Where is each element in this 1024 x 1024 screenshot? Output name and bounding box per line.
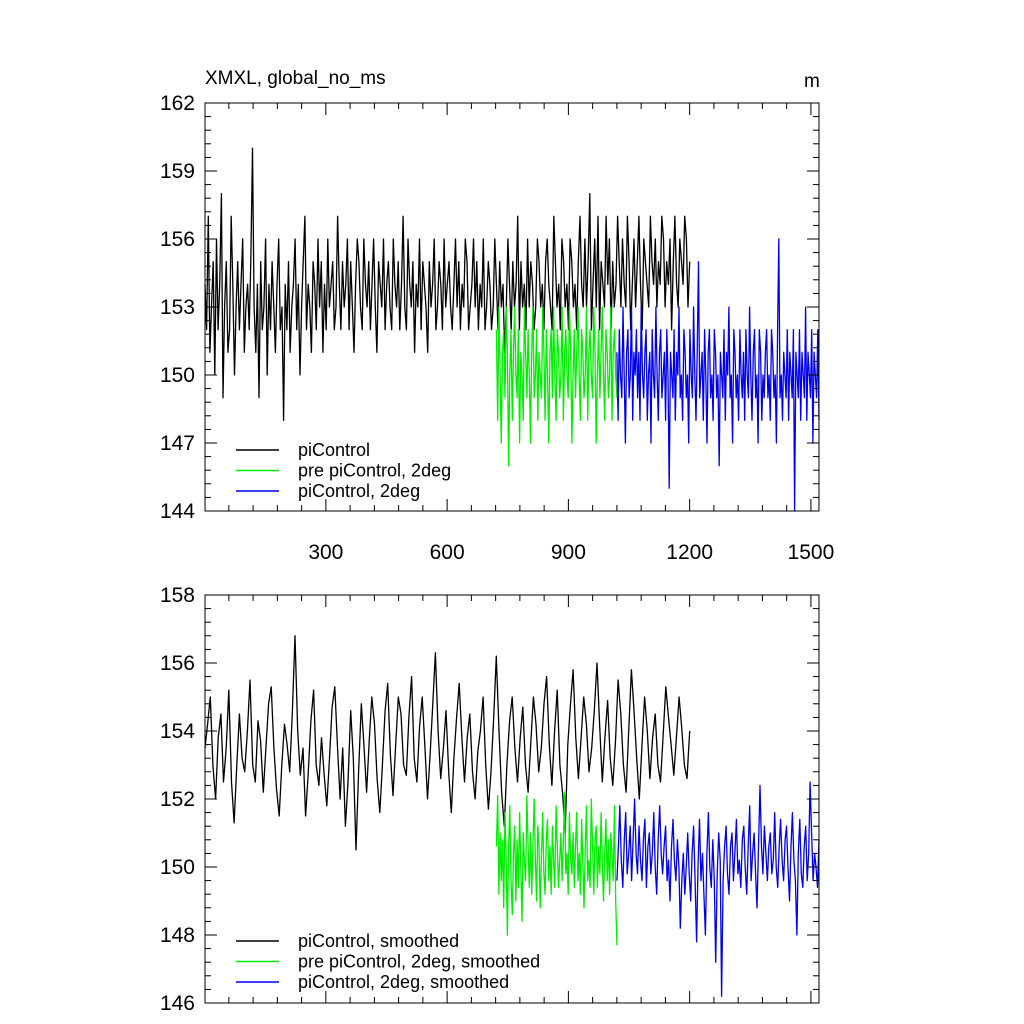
series-line-1 [204,147,691,421]
y-tick-label: 152 [160,788,195,811]
y-tick-label: 156 [160,652,195,675]
x-tick-label: 900 [551,541,586,564]
units-label: m [804,71,820,92]
y-tick-label: 159 [160,160,195,183]
y-tick-label: 158 [160,584,195,607]
x-tick-label: 300 [308,541,343,564]
top-y-axis-labels: 144 147 150 153 156 159 162 [160,92,195,523]
series-line-1 [204,635,691,851]
legend-label: piControl, smoothed [298,931,459,951]
x-tick-label: 600 [430,541,465,564]
x-tick-label: 1500 [788,541,835,564]
y-tick-label: 150 [160,364,195,387]
top-plot-frame [204,102,820,512]
y-tick-label: 150 [160,856,195,879]
series-line-2 [495,791,618,946]
legend-label: piControl, 2deg [298,481,420,501]
chart-title: XMXL, global_no_ms [205,68,386,89]
y-tick-label: 153 [160,296,195,319]
legend-label: piControl, 2deg, smoothed [298,972,509,992]
series-line-3 [616,238,820,512]
top-axis-ticks [205,102,819,512]
bottom-axis-ticks [205,594,819,1004]
legend-label: pre piControl, 2deg, smoothed [298,952,540,972]
y-tick-label: 148 [160,924,195,947]
bottom-series-group [204,635,820,997]
y-tick-label: 147 [160,432,195,455]
series-line-2 [495,306,618,467]
bottom-plot-frame [204,594,820,1004]
y-tick-label: 162 [160,92,195,115]
bottom-chart-panel: 146 148 150 152 154 156 158 piControl, smoothe… [160,584,820,1015]
y-tick-label: 154 [160,720,195,743]
series-line-3 [616,781,820,997]
y-tick-label: 146 [160,992,195,1015]
legend-label: piControl [298,440,370,460]
y-tick-label: 156 [160,228,195,251]
bottom-y-axis-labels: 146 148 150 152 154 156 158 [160,584,195,1015]
top-chart-panel: XMXL, global_no_ms m 1441471501531561591… [160,68,834,564]
legend-label: pre piControl, 2deg [298,461,451,481]
top-x-axis-labels: 300 600 900 1200 1500 [308,541,834,564]
x-tick-label: 1200 [666,541,713,564]
top-series-group [204,147,820,512]
y-tick-label: 144 [160,500,195,523]
